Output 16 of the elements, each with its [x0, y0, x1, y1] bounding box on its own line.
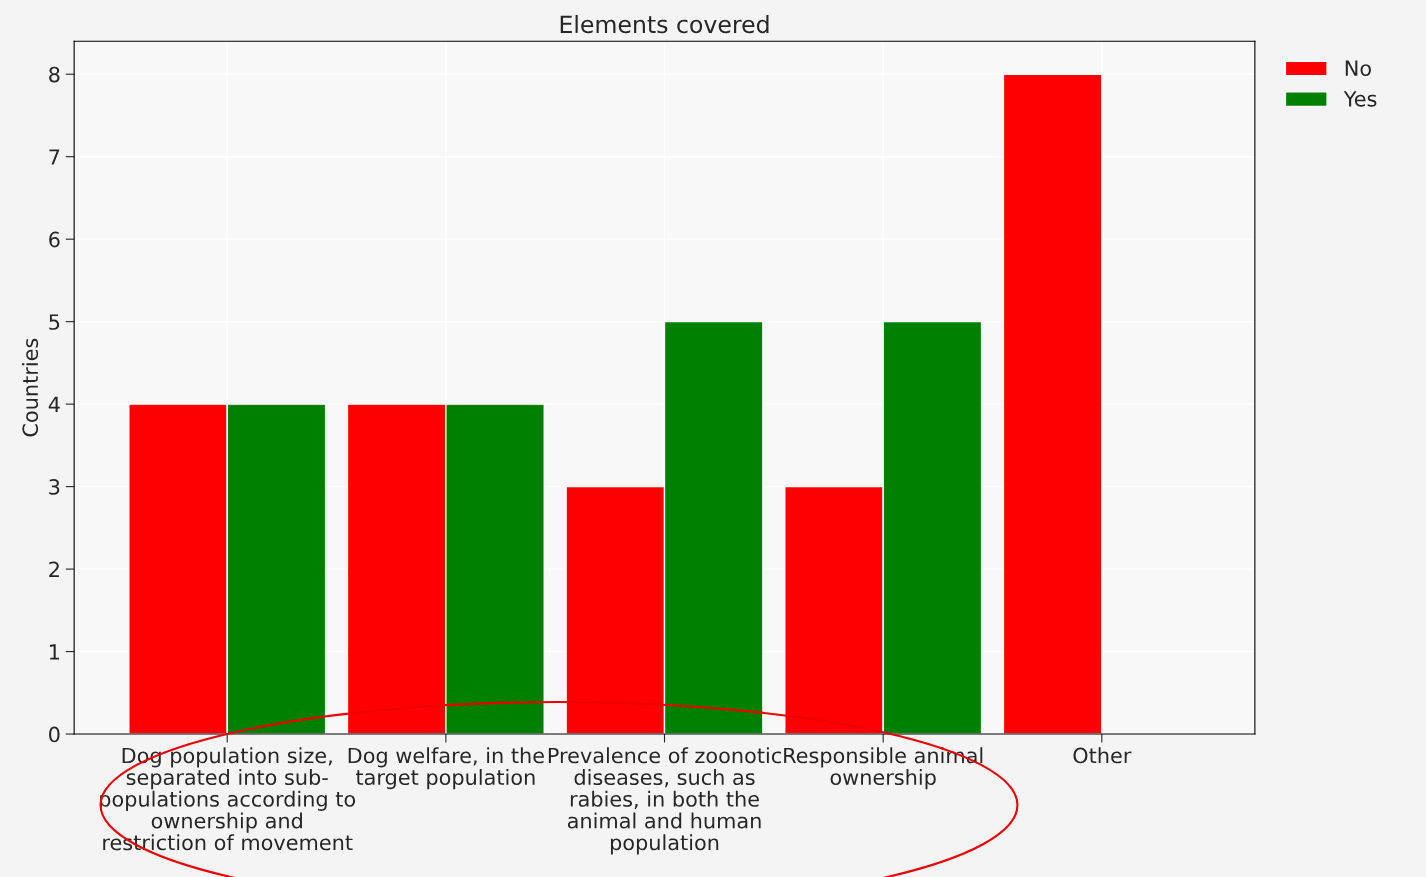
legend-label: Yes — [1343, 91, 1377, 107]
y-tick-label: 7 — [49, 149, 60, 165]
y-tick-label: 4 — [48, 396, 60, 413]
legend-label: No — [1345, 60, 1371, 77]
y-tick-label: 1 — [49, 644, 60, 660]
y-tick-label: 6 — [49, 231, 60, 248]
x-tick-label: Other — [1073, 747, 1132, 764]
x-tick-label: Prevalence of zoonotic diseases, such as rabies, in both the animal and human population — [548, 747, 781, 855]
y-tick-label: 3 — [49, 479, 60, 495]
y-tick-label: 2 — [49, 561, 59, 577]
x-tick-label: Dog welfare, in the target population — [348, 747, 544, 790]
chart-title: Elements covered — [560, 14, 769, 34]
y-tick-label: 5 — [49, 314, 60, 330]
y-tick-label: 0 — [49, 726, 60, 743]
y-tick-label: 8 — [49, 66, 60, 83]
y-axis-title: Countries — [21, 338, 39, 437]
